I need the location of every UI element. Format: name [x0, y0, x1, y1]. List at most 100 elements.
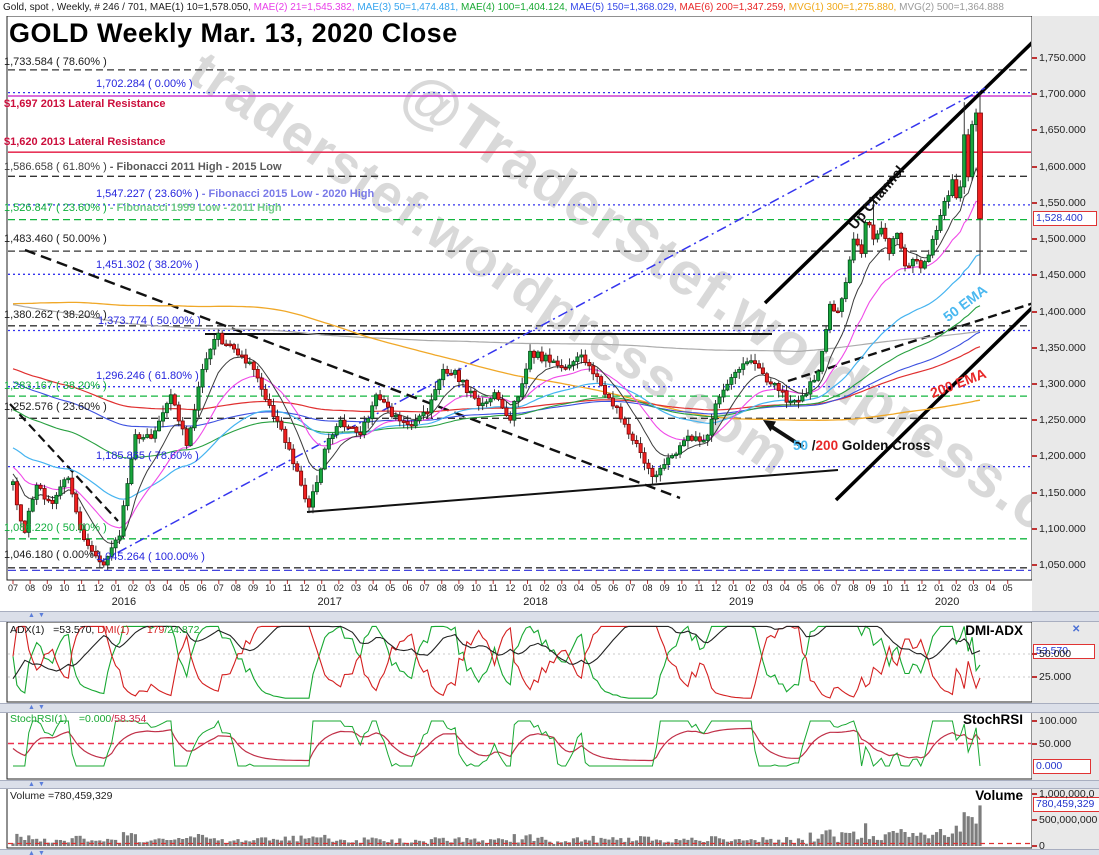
- trendline: [9, 403, 119, 522]
- month-label: 10: [265, 583, 276, 593]
- month-label: 07: [419, 583, 430, 593]
- indicator-readout: Gold, spot , Weekly, # 246 / 701, MAE(1)…: [3, 2, 254, 13]
- month-label: 10: [471, 583, 482, 593]
- month-label: 12: [93, 583, 104, 593]
- axis-tick: [1032, 165, 1037, 168]
- price-axis-label: 1,100.000: [1039, 522, 1086, 535]
- trendline: [24, 248, 681, 500]
- trendline: [306, 469, 839, 513]
- month-label: 10: [59, 583, 70, 593]
- candlestick-series: [10, 92, 983, 570]
- month-label: 02: [128, 583, 139, 593]
- price-axis-label: 1,750.000: [1039, 52, 1086, 64]
- volume-value-box: 780,459,329: [1033, 797, 1099, 812]
- price-axis-label: 1,050.000: [1039, 559, 1086, 571]
- axis-tick: [1032, 564, 1037, 566]
- stochrsi-value-box: 0.000: [1033, 759, 1091, 774]
- panel-axis-label: 1,000,000,0: [1039, 788, 1095, 800]
- panel-axis-label: 100.000: [1039, 715, 1077, 727]
- level-label: 1,733.584 ( 78.60% ): [4, 56, 107, 68]
- month-label: 06: [196, 583, 207, 593]
- panel-splitter[interactable]: ▲▼: [0, 849, 1099, 855]
- close-icon[interactable]: ✕: [1072, 624, 1081, 635]
- adx-line: [12, 625, 981, 680]
- level-label: 1,252.576 ( 23.60% ): [4, 401, 107, 413]
- golden-cross-arrow: [763, 420, 805, 449]
- level-label: 1,045.264 ( 100.00% ): [96, 551, 205, 563]
- month-label: 12: [505, 583, 516, 593]
- month-label: 11: [282, 583, 293, 593]
- indicator-readout: MAE(2) 21=1,545.382,: [253, 2, 358, 13]
- month-label: 04: [573, 583, 584, 593]
- axis-tick: [1032, 819, 1037, 821]
- level-label: 1,702.284 ( 0.00% ): [96, 78, 193, 90]
- year-label: 2017: [317, 596, 342, 608]
- trendline: [763, 41, 1031, 305]
- month-label: 05: [591, 583, 602, 593]
- level-label: 1,283.167 ( 38.20% ): [4, 380, 107, 392]
- level-label: $1,620 2013 Lateral Resistance: [4, 136, 166, 148]
- main-chart[interactable]: traderstef.wordpress.com @TraderStef.wor…: [8, 17, 1031, 580]
- stochrsi-panel-label: StochRSI: [962, 712, 1023, 727]
- month-label: 04: [368, 583, 379, 593]
- month-label: 01: [110, 583, 121, 593]
- collapse-arrows-icon[interactable]: ▲▼: [28, 704, 48, 711]
- indicator-readout: MAE(5) 150=1,368.029,: [570, 2, 680, 13]
- month-ticks: [12, 580, 1009, 584]
- month-label: 04: [985, 583, 996, 593]
- ema-21-line: [12, 200, 981, 529]
- month-label: 02: [539, 583, 550, 593]
- price-axis-label: 1,450.000: [1039, 269, 1086, 282]
- axis-tick: [1032, 310, 1037, 313]
- month-label: 09: [248, 583, 259, 593]
- month-label: 06: [402, 583, 413, 593]
- panel-splitter[interactable]: ▲▼: [0, 703, 1099, 713]
- volume-header: Volume =780,459,329: [10, 790, 113, 802]
- ema-50-line: [12, 254, 981, 500]
- ema-10-line: [12, 166, 981, 545]
- collapse-arrows-icon[interactable]: ▲▼: [28, 850, 48, 855]
- volume-panel-label: Volume: [975, 788, 1023, 803]
- axis-tick: [1032, 491, 1037, 494]
- price-axis-label: 1,300.000: [1039, 377, 1086, 390]
- price-axis-label: 1,550.000: [1039, 196, 1086, 209]
- axis-tick: [1032, 201, 1037, 204]
- stoch-panel-border: [6, 711, 1033, 780]
- panel-splitter[interactable]: ▲▼: [0, 611, 1099, 622]
- month-label: 03: [350, 583, 361, 593]
- level-label: 1,380.262 ( 38.20% ): [4, 309, 107, 321]
- trendlines: [9, 41, 1031, 563]
- month-label: 08: [848, 583, 859, 593]
- golden-cross-label: 50 /200 Golden Cross: [793, 438, 931, 453]
- axis-tick: [1032, 845, 1037, 847]
- month-label: 03: [556, 583, 567, 593]
- level-label: 1,373.774 ( 50.00% ): [98, 315, 201, 327]
- month-label: 01: [934, 583, 945, 593]
- month-label: 03: [968, 583, 979, 593]
- month-label: 08: [642, 583, 653, 593]
- month-label: 10: [676, 583, 687, 593]
- level-label: 1,483.460 ( 50.00% ): [4, 233, 107, 245]
- month-label: 12: [299, 583, 310, 593]
- price-axis-label: 1,700.000: [1039, 88, 1086, 101]
- stochrsi-header: StochRSI(1) =0.000/58.354: [10, 713, 147, 725]
- indicator-readout: MAE(6) 200=1,347.259,: [679, 2, 789, 13]
- month-label: 01: [522, 583, 533, 593]
- month-label: 05: [179, 583, 190, 593]
- month-label: 07: [213, 583, 224, 593]
- level-label: 1,547.227 ( 23.60% ) - Fibonacci 2015 Lo…: [96, 188, 375, 200]
- axis-tick: [1032, 527, 1037, 530]
- month-label: 02: [951, 583, 962, 593]
- year-label: 2019: [729, 596, 754, 608]
- dmi-adx-panel-label: DMI-ADX: [965, 623, 1023, 638]
- month-label: 10: [882, 583, 893, 593]
- month-label: 04: [162, 583, 173, 593]
- collapse-arrows-icon[interactable]: ▲▼: [28, 781, 48, 788]
- axis-tick: [1032, 382, 1037, 385]
- panel-splitter[interactable]: ▲▼: [0, 780, 1099, 789]
- collapse-arrows-icon[interactable]: ▲▼: [28, 612, 48, 619]
- stochrsi-lines: [8, 719, 1031, 768]
- month-label: 08: [436, 583, 447, 593]
